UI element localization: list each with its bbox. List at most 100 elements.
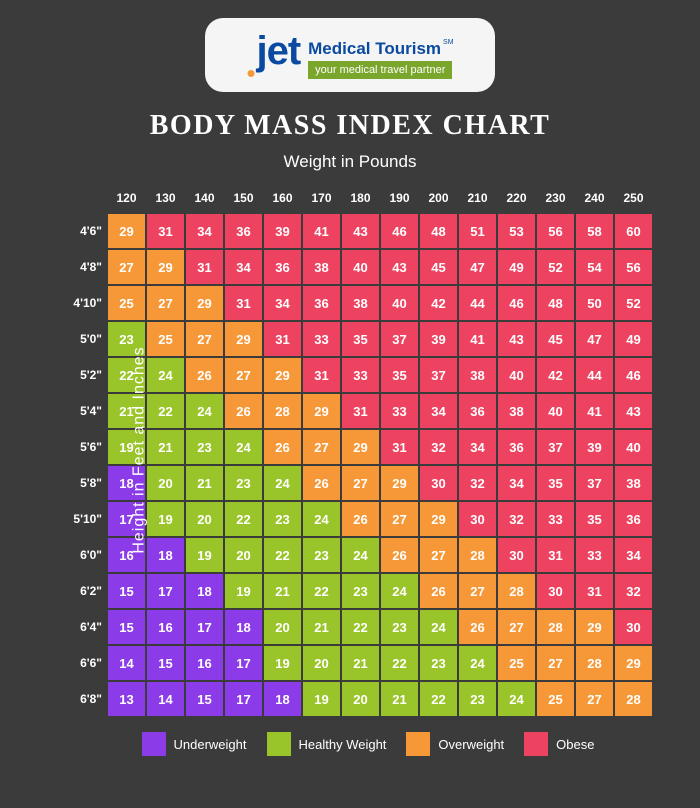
bmi-cell: 23 — [342, 574, 379, 608]
bmi-cell: 18 — [264, 682, 301, 716]
bmi-cell: 43 — [615, 394, 652, 428]
bmi-cell: 34 — [615, 538, 652, 572]
height-header: 5'2" — [68, 358, 106, 392]
bmi-cell: 29 — [342, 430, 379, 464]
logo-medical-tourism: Medical Tourism — [308, 39, 441, 58]
weight-header: 130 — [147, 184, 184, 212]
bmi-cell: 48 — [420, 214, 457, 248]
logo-card: jet Medical TourismSM your medical trave… — [205, 18, 495, 92]
bmi-cell: 33 — [381, 394, 418, 428]
bmi-cell: 38 — [459, 358, 496, 392]
bmi-cell: 35 — [381, 358, 418, 392]
bmi-cell: 34 — [420, 394, 457, 428]
weight-header: 230 — [537, 184, 574, 212]
bmi-cell: 50 — [576, 286, 613, 320]
bmi-cell: 28 — [615, 682, 652, 716]
legend-label: Underweight — [174, 737, 247, 752]
bmi-cell: 52 — [537, 250, 574, 284]
bmi-cell: 31 — [537, 538, 574, 572]
y-axis-label: Height in Feet and Inches — [131, 346, 149, 553]
chart-title: BODY MASS INDEX CHART — [30, 110, 670, 142]
x-axis-label: Weight in Pounds — [30, 152, 670, 172]
bmi-cell: 44 — [459, 286, 496, 320]
height-header: 4'10" — [68, 286, 106, 320]
bmi-cell: 25 — [537, 682, 574, 716]
bmi-cell: 58 — [576, 214, 613, 248]
bmi-cell: 15 — [186, 682, 223, 716]
legend-item-underweight: Underweight — [142, 732, 247, 756]
bmi-cell: 17 — [225, 646, 262, 680]
bmi-cell: 29 — [108, 214, 145, 248]
bmi-cell: 33 — [303, 322, 340, 356]
bmi-cell: 56 — [615, 250, 652, 284]
bmi-cell: 41 — [303, 214, 340, 248]
bmi-cell: 32 — [459, 466, 496, 500]
weight-header: 180 — [342, 184, 379, 212]
bmi-cell: 38 — [615, 466, 652, 500]
legend-swatch — [142, 732, 166, 756]
bmi-cell: 46 — [381, 214, 418, 248]
bmi-cell: 20 — [186, 502, 223, 536]
bmi-cell: 51 — [459, 214, 496, 248]
bmi-cell: 29 — [264, 358, 301, 392]
bmi-cell: 24 — [420, 610, 457, 644]
legend-label: Obese — [556, 737, 594, 752]
bmi-cell: 16 — [147, 610, 184, 644]
weight-header: 170 — [303, 184, 340, 212]
bmi-cell: 32 — [498, 502, 535, 536]
bmi-cell: 43 — [342, 214, 379, 248]
bmi-cell: 47 — [459, 250, 496, 284]
height-header: 5'10" — [68, 502, 106, 536]
legend-swatch — [524, 732, 548, 756]
bmi-cell: 19 — [303, 682, 340, 716]
weight-header: 200 — [420, 184, 457, 212]
bmi-cell: 31 — [342, 394, 379, 428]
bmi-cell: 22 — [342, 610, 379, 644]
bmi-cell: 40 — [498, 358, 535, 392]
bmi-cell: 28 — [459, 538, 496, 572]
bmi-cell: 24 — [303, 502, 340, 536]
bmi-cell: 27 — [186, 322, 223, 356]
bmi-cell: 46 — [615, 358, 652, 392]
bmi-cell: 17 — [186, 610, 223, 644]
bmi-cell: 27 — [342, 466, 379, 500]
bmi-cell: 28 — [576, 646, 613, 680]
corner-blank — [68, 184, 106, 212]
weight-header: 240 — [576, 184, 613, 212]
bmi-cell: 45 — [537, 322, 574, 356]
bmi-cell: 48 — [537, 286, 574, 320]
bmi-cell: 32 — [615, 574, 652, 608]
bmi-cell: 31 — [225, 286, 262, 320]
bmi-cell: 29 — [186, 286, 223, 320]
bmi-cell: 34 — [264, 286, 301, 320]
bmi-cell: 20 — [225, 538, 262, 572]
bmi-cell: 27 — [225, 358, 262, 392]
legend: UnderweightHealthy WeightOverweightObese — [66, 732, 670, 756]
bmi-cell: 30 — [498, 538, 535, 572]
bmi-cell: 27 — [303, 430, 340, 464]
bmi-cell: 22 — [303, 574, 340, 608]
bmi-cell: 27 — [537, 646, 574, 680]
bmi-cell: 30 — [537, 574, 574, 608]
bmi-cell: 24 — [342, 538, 379, 572]
logo: jet Medical TourismSM your medical trave… — [246, 31, 453, 79]
logo-sm-mark: SM — [443, 39, 454, 46]
bmi-cell: 22 — [381, 646, 418, 680]
bmi-cell: 27 — [459, 574, 496, 608]
bmi-cell: 43 — [498, 322, 535, 356]
bmi-cell: 26 — [264, 430, 301, 464]
bmi-cell: 34 — [498, 466, 535, 500]
bmi-cell: 40 — [381, 286, 418, 320]
bmi-cell: 45 — [420, 250, 457, 284]
bmi-cell: 17 — [147, 574, 184, 608]
bmi-cell: 26 — [225, 394, 262, 428]
bmi-cell: 44 — [576, 358, 613, 392]
bmi-cell: 15 — [108, 574, 145, 608]
bmi-cell: 26 — [420, 574, 457, 608]
bmi-cell: 54 — [576, 250, 613, 284]
bmi-cell: 29 — [225, 322, 262, 356]
bmi-cell: 40 — [615, 430, 652, 464]
bmi-cell: 24 — [381, 574, 418, 608]
bmi-cell: 41 — [576, 394, 613, 428]
bmi-cell: 27 — [381, 502, 418, 536]
